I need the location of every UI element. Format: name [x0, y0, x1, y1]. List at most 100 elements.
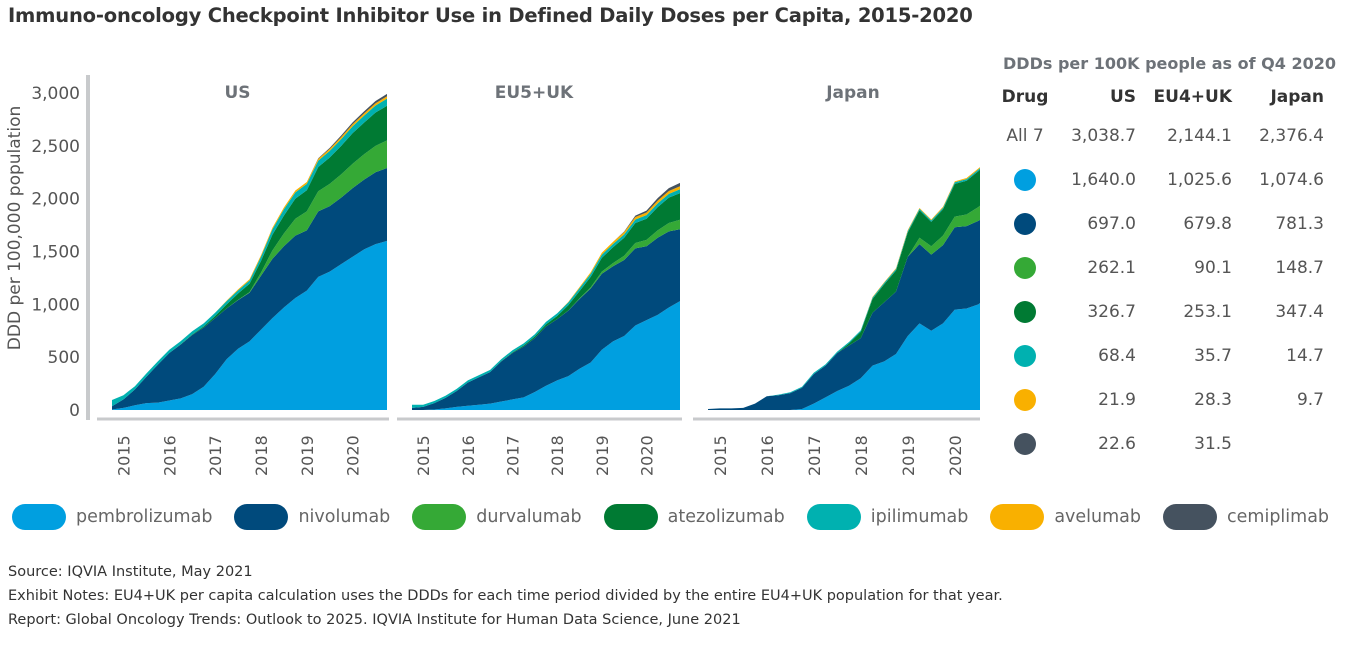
cell-japan	[1232, 422, 1324, 466]
legend-item: ipilimumab	[806, 502, 969, 532]
cell-eu: 31.5	[1194, 434, 1232, 454]
color-dot-icon	[1014, 389, 1036, 411]
x-tick-label: 2019	[899, 435, 918, 476]
legend-swatch	[603, 504, 658, 530]
area-nivolumab	[412, 229, 680, 410]
series-dot	[992, 422, 1058, 466]
x-tick-label: 2015	[114, 435, 133, 476]
cell-us: 3,038.7	[1071, 126, 1136, 146]
x-tick-label: 2017	[504, 435, 523, 476]
cell-us: 326.7	[1087, 302, 1136, 322]
series-dot	[992, 378, 1058, 422]
table-header-row: Drug US EU4+UK Japan	[992, 80, 1324, 114]
cell-eu: 35.7	[1194, 346, 1232, 366]
cell-eu: 679.8	[1183, 214, 1232, 234]
cell-us: 21.9	[1098, 390, 1136, 410]
area-pembrolizumab	[112, 240, 387, 410]
cell-japan: 148.7	[1275, 258, 1324, 278]
panel-label: US	[224, 83, 250, 103]
column-header-eu: EU4+UK	[1153, 87, 1232, 107]
legend-swatch	[234, 504, 289, 530]
legend-label: pembrolizumab	[76, 507, 213, 527]
area-pembrolizumab	[708, 303, 980, 410]
legend-swatch	[1163, 504, 1218, 530]
panel-label: EU5+UK	[495, 83, 574, 103]
table-heading: DDDs per 100K people as of Q4 2020	[1003, 54, 1336, 73]
x-tick-label: 2020	[344, 435, 363, 476]
legend-label: durvalumab	[476, 507, 582, 527]
color-dot-icon	[1014, 433, 1036, 455]
legend-label: ipilimumab	[870, 507, 969, 527]
chart-legend: pembrolizumab nivolumab durvalumab atezoliz…	[12, 502, 1352, 532]
x-tick-label: 2017	[206, 435, 225, 476]
panel-label: Japan	[825, 83, 880, 103]
color-dot-icon	[1014, 301, 1036, 323]
x-tick-label: 2019	[593, 435, 612, 476]
y-axis-title: DDD per 100,000 population	[5, 106, 25, 350]
x-tick-label: 2015	[711, 435, 730, 476]
cell-us: 697.0	[1087, 214, 1136, 234]
x-tick-label: 2018	[252, 435, 271, 476]
color-dot-icon	[1014, 213, 1036, 235]
x-tick-label: 2020	[638, 435, 657, 476]
y-tick-label: 0	[69, 401, 80, 421]
legend-item: nivolumab	[234, 502, 390, 532]
series-dot	[992, 158, 1058, 202]
summary-table: DDDs per 100K people as of Q4 2020 Drug …	[978, 50, 1348, 455]
cell-eu: 28.3	[1194, 390, 1232, 410]
y-tick-label: 2,500	[31, 137, 80, 157]
table-row: 22.6 31.5	[992, 422, 1324, 466]
legend-swatch	[12, 504, 66, 530]
table-row: 697.0 679.8 781.3	[992, 202, 1324, 246]
cell-us: 262.1	[1087, 258, 1136, 278]
color-dot-icon	[1014, 345, 1036, 367]
table-row: All 7 3,038.7 2,144.1 2,376.4	[992, 114, 1324, 158]
cell-japan: 781.3	[1275, 214, 1324, 234]
exhibit-note: Exhibit Notes: EU4+UK per capita calcula…	[8, 588, 1003, 604]
area-nivolumab	[112, 168, 387, 410]
cell-us: 22.6	[1098, 434, 1136, 454]
legend-label: avelumab	[1054, 507, 1142, 527]
cell-japan: 9.7	[1296, 390, 1324, 410]
cell-eu: 90.1	[1194, 258, 1232, 278]
series-dot	[992, 290, 1058, 334]
cell-eu: 2,144.1	[1167, 126, 1232, 146]
row-label: All 7	[1006, 126, 1044, 146]
legend-label: nivolumab	[298, 507, 391, 527]
area-atezolizumab	[412, 193, 680, 408]
column-header-japan: Japan	[1270, 87, 1324, 107]
y-tick-label: 500	[48, 348, 80, 368]
area-atezolizumab	[112, 105, 387, 407]
area-atezolizumab	[708, 169, 980, 409]
area-durvalumab	[708, 205, 980, 409]
x-tick-label: 2018	[548, 435, 567, 476]
area-ipilimumab	[412, 189, 680, 408]
cell-us: 1,640.0	[1071, 170, 1136, 190]
area-chart: 0 500 1,000 1,500 2,000 2,500 3,000 DDD per 100…	[5, 75, 980, 476]
area-cemiplimab	[412, 182, 680, 405]
series-dot	[992, 246, 1058, 290]
x-tick-label: 2018	[852, 435, 871, 476]
y-tick-label: 1,000	[31, 295, 80, 315]
column-header-us: US	[1109, 87, 1136, 107]
y-tick-label: 3,000	[31, 84, 80, 104]
chart-title: Immuno-oncology Checkpoint Inhibitor Use…	[8, 4, 973, 27]
cell-eu: 253.1	[1183, 302, 1232, 322]
area-nivolumab	[708, 219, 980, 410]
legend-label: cemiplimab	[1227, 507, 1330, 527]
panel-1: EU5+UK 2015 2016 2017 2018 2019 2020	[397, 83, 682, 476]
legend-item: avelumab	[990, 502, 1141, 532]
table-row: 68.4 35.7 14.7	[992, 334, 1324, 378]
x-tick-label: 2015	[414, 435, 433, 476]
table-row: 21.9 28.3 9.7	[992, 378, 1324, 422]
area-durvalumab	[112, 140, 387, 407]
legend-swatch	[990, 504, 1045, 530]
x-tick-label: 2019	[298, 435, 317, 476]
cell-japan: 1,074.6	[1259, 170, 1324, 190]
legend-label: atezolizumab	[667, 507, 785, 527]
panel-2: Japan 2015 2016 2017 2018 2019 2020	[693, 83, 980, 476]
table-row: 262.1 90.1 148.7	[992, 246, 1324, 290]
series-dot	[992, 334, 1058, 378]
area-pembrolizumab	[412, 301, 680, 410]
x-tick-label: 2016	[160, 435, 179, 476]
